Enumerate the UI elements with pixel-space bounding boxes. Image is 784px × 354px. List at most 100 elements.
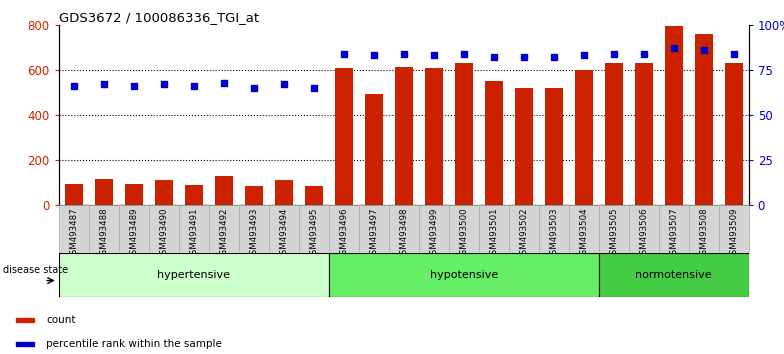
Point bbox=[248, 85, 260, 91]
Point bbox=[427, 53, 440, 58]
Bar bbox=[604, 63, 622, 205]
Bar bbox=[154, 181, 172, 205]
Text: GSM493498: GSM493498 bbox=[399, 208, 408, 260]
Bar bbox=[575, 70, 593, 205]
Bar bbox=[239, 205, 269, 253]
Point bbox=[337, 51, 350, 57]
Text: hypertensive: hypertensive bbox=[158, 270, 230, 280]
Text: GSM493491: GSM493491 bbox=[189, 208, 198, 260]
Bar bbox=[125, 184, 143, 205]
Point bbox=[397, 51, 410, 57]
Bar bbox=[695, 34, 713, 205]
Point bbox=[278, 81, 290, 87]
Point bbox=[97, 81, 110, 87]
Bar bbox=[448, 205, 479, 253]
Bar bbox=[59, 205, 89, 253]
Text: percentile rank within the sample: percentile rank within the sample bbox=[46, 339, 222, 349]
Bar bbox=[599, 253, 749, 297]
Bar bbox=[335, 68, 353, 205]
Point bbox=[578, 53, 590, 58]
Text: GSM493494: GSM493494 bbox=[279, 208, 289, 260]
Bar bbox=[659, 205, 688, 253]
Bar bbox=[599, 205, 629, 253]
Text: GSM493487: GSM493487 bbox=[69, 208, 78, 260]
Bar bbox=[425, 68, 443, 205]
Text: GSM493499: GSM493499 bbox=[430, 208, 438, 260]
Point bbox=[637, 51, 650, 57]
Bar bbox=[179, 205, 209, 253]
Text: GSM493504: GSM493504 bbox=[579, 208, 588, 260]
Text: GSM493501: GSM493501 bbox=[489, 208, 499, 260]
Text: GSM493502: GSM493502 bbox=[519, 208, 528, 260]
Point bbox=[728, 51, 740, 57]
Bar bbox=[395, 67, 412, 205]
Bar bbox=[365, 93, 383, 205]
Bar bbox=[65, 184, 83, 205]
Point bbox=[187, 83, 200, 89]
Bar bbox=[539, 205, 568, 253]
Text: GSM493506: GSM493506 bbox=[639, 208, 648, 260]
Bar bbox=[16, 318, 34, 322]
Text: GSM493488: GSM493488 bbox=[100, 208, 108, 260]
Point bbox=[608, 51, 620, 57]
Text: GSM493495: GSM493495 bbox=[309, 208, 318, 260]
Text: hypotensive: hypotensive bbox=[430, 270, 498, 280]
Bar bbox=[479, 205, 509, 253]
Point bbox=[67, 83, 80, 89]
Point bbox=[158, 81, 170, 87]
Point bbox=[547, 55, 560, 60]
Bar bbox=[629, 205, 659, 253]
Bar bbox=[185, 185, 203, 205]
Bar bbox=[305, 186, 323, 205]
Text: count: count bbox=[46, 315, 76, 325]
Text: disease state: disease state bbox=[3, 265, 68, 275]
Bar bbox=[455, 63, 473, 205]
Text: GSM493505: GSM493505 bbox=[609, 208, 619, 260]
Text: GSM493496: GSM493496 bbox=[339, 208, 348, 260]
Text: GSM493507: GSM493507 bbox=[670, 208, 678, 260]
Point bbox=[698, 47, 710, 53]
Bar bbox=[724, 63, 742, 205]
Text: normotensive: normotensive bbox=[635, 270, 712, 280]
Bar bbox=[389, 205, 419, 253]
Text: GDS3672 / 100086336_TGI_at: GDS3672 / 100086336_TGI_at bbox=[59, 11, 259, 24]
Point bbox=[128, 83, 140, 89]
Point bbox=[488, 55, 500, 60]
Bar bbox=[16, 342, 34, 346]
Text: GSM493492: GSM493492 bbox=[220, 208, 228, 260]
Point bbox=[217, 80, 230, 85]
Point bbox=[667, 45, 680, 51]
Bar bbox=[245, 186, 263, 205]
Bar bbox=[568, 205, 599, 253]
Text: GSM493497: GSM493497 bbox=[369, 208, 378, 260]
Text: GSM493500: GSM493500 bbox=[459, 208, 468, 260]
Bar bbox=[688, 205, 719, 253]
Bar bbox=[299, 205, 328, 253]
Bar bbox=[515, 88, 533, 205]
Bar bbox=[149, 205, 179, 253]
Bar bbox=[635, 63, 653, 205]
Point bbox=[368, 53, 380, 58]
Bar bbox=[89, 205, 119, 253]
Bar bbox=[719, 205, 749, 253]
Bar bbox=[215, 176, 233, 205]
Point bbox=[307, 85, 320, 91]
Bar bbox=[328, 205, 359, 253]
Bar bbox=[274, 181, 292, 205]
Bar bbox=[95, 179, 113, 205]
Text: GSM493493: GSM493493 bbox=[249, 208, 258, 260]
Bar bbox=[328, 253, 599, 297]
Text: GSM493503: GSM493503 bbox=[550, 208, 558, 260]
Bar bbox=[665, 26, 683, 205]
Bar bbox=[269, 205, 299, 253]
Bar bbox=[59, 253, 328, 297]
Bar bbox=[359, 205, 389, 253]
Point bbox=[458, 51, 470, 57]
Bar bbox=[419, 205, 448, 253]
Bar bbox=[209, 205, 239, 253]
Point bbox=[517, 55, 530, 60]
Text: GSM493489: GSM493489 bbox=[129, 208, 138, 260]
Bar bbox=[545, 88, 563, 205]
Text: GSM493508: GSM493508 bbox=[699, 208, 708, 260]
Bar bbox=[119, 205, 149, 253]
